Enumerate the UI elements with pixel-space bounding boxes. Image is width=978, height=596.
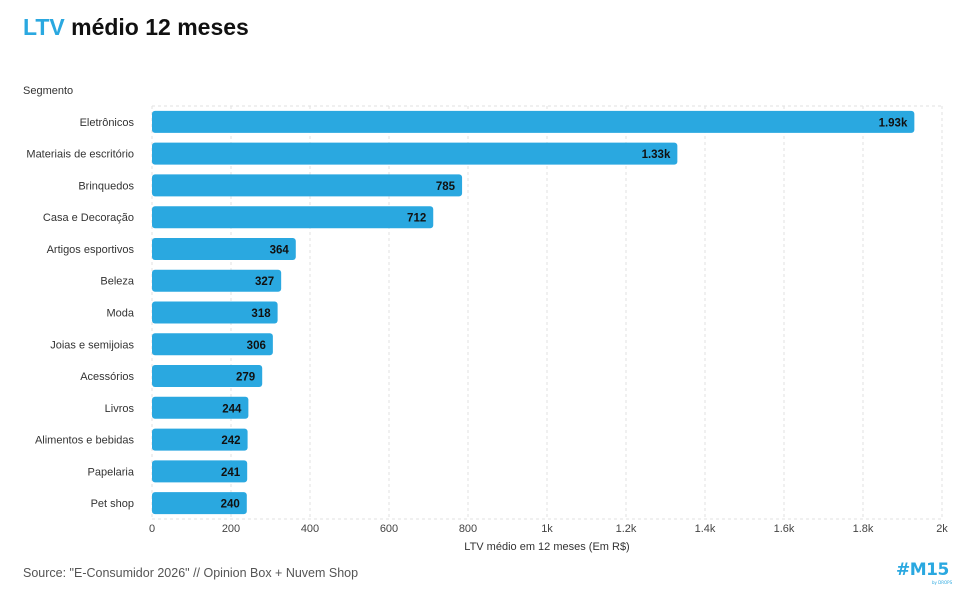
x-tick-label: 0: [149, 523, 155, 535]
x-tick-label: 1k: [541, 523, 553, 535]
category-label: Moda: [106, 308, 134, 320]
category-label: Brinquedos: [78, 180, 134, 192]
x-tick-label: 1.6k: [774, 523, 795, 535]
bar: [152, 269, 282, 292]
data-label: 279: [236, 372, 255, 384]
bar: [152, 492, 247, 515]
data-label: 327: [255, 276, 274, 288]
category-label: Eletrônicos: [80, 117, 135, 129]
data-label: 1.33k: [642, 149, 671, 161]
bar: [152, 333, 273, 356]
category-label: Casa e Decoração: [43, 212, 134, 224]
data-label: 240: [221, 499, 240, 511]
category-label: Materiais de escritório: [26, 149, 134, 161]
data-label: 712: [407, 213, 426, 225]
bar: [152, 206, 434, 229]
data-label: 244: [222, 403, 242, 415]
x-tick-label: 400: [301, 523, 319, 535]
y-axis-title: Segmento: [23, 85, 74, 97]
x-tick-label: 2k: [936, 523, 948, 535]
category-label: Livros: [105, 403, 135, 415]
x-tick-label: 1.4k: [695, 523, 716, 535]
bar: [152, 460, 248, 483]
data-label: 242: [221, 435, 240, 447]
bar: [152, 174, 463, 197]
category-label: Acessórios: [80, 371, 134, 383]
chart-title: LTV médio 12 meses: [23, 14, 249, 41]
category-label: Artigos esportivos: [47, 244, 135, 256]
category-label: Alimentos e bebidas: [35, 435, 135, 447]
data-label: 1.93k: [879, 117, 908, 129]
bar: [152, 396, 249, 419]
x-axis-title: LTV médio em 12 meses (Em R$): [464, 541, 629, 553]
x-tick-label: 1.8k: [853, 523, 874, 535]
category-label: Joias e semijoias: [50, 339, 134, 351]
source-note: Source: "E-Consumidor 2026" // Opinion B…: [23, 566, 359, 580]
data-label: 318: [251, 308, 271, 320]
bar: [152, 428, 248, 451]
category-label: Pet shop: [91, 498, 134, 510]
title-rest: médio 12 meses: [64, 14, 249, 40]
bar: [152, 142, 678, 165]
data-label: 306: [247, 340, 266, 352]
data-label: 241: [221, 467, 241, 479]
category-label: Beleza: [100, 276, 135, 288]
m15-logo: #M15: [896, 560, 949, 580]
x-tick-label: 200: [222, 523, 240, 535]
title-accent: LTV: [23, 14, 65, 40]
data-label: 364: [270, 244, 290, 256]
bar: [152, 301, 278, 324]
x-tick-label: 1.2k: [616, 523, 637, 535]
bar: [152, 237, 296, 260]
bar: [152, 110, 915, 133]
logo-subtitle: by DROPS: [932, 580, 953, 585]
x-tick-label: 800: [459, 523, 477, 535]
bar: [152, 365, 263, 388]
x-tick-label: 600: [380, 523, 398, 535]
category-label: Papelaria: [88, 466, 135, 478]
data-label: 785: [436, 181, 456, 193]
